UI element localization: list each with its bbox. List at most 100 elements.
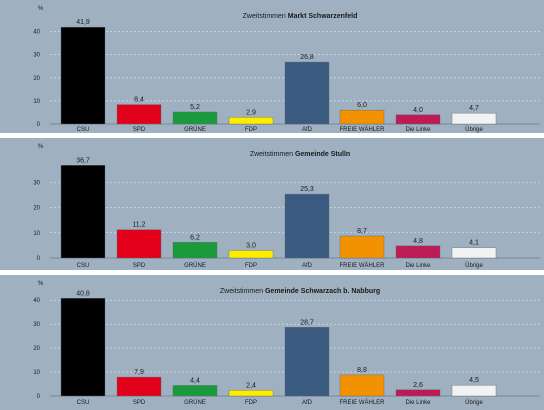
bar-afd (284, 327, 330, 397)
chart-title-prefix: Zweitstimmen (220, 288, 265, 295)
category-label: GRÜNE (184, 126, 206, 133)
bar-value-label: 6,2 (190, 234, 200, 241)
y-tick-label: 20 (33, 206, 40, 212)
category-label: SPD (133, 400, 146, 406)
category-label: CSU (77, 400, 90, 406)
chart-panel-stulln: % Zweitstimmen Gemeinde Stulln 0 10 20 30 36,7… (0, 138, 544, 270)
y-tick-label: 10 (33, 231, 40, 237)
chart-title-place: Markt Schwarzenfeld (288, 13, 358, 20)
bar-fdp (228, 117, 274, 125)
category-label: SPD (133, 127, 146, 133)
bar-afd (284, 193, 330, 259)
bar-übrige (451, 385, 497, 397)
bar-die-linke (395, 114, 441, 125)
bar-value-label: 41,9 (76, 19, 90, 26)
category-label: CSU (77, 263, 90, 269)
bar-spd (116, 376, 162, 397)
bar-value-label: 4,8 (413, 238, 423, 245)
y-tick-label: 30 (33, 180, 40, 186)
category-label: SPD (133, 263, 146, 269)
bar-value-label: 2,9 (246, 109, 256, 116)
bar-value-label: 8,8 (357, 367, 367, 374)
category-label: CSU (77, 127, 90, 133)
y-tick-label: 10 (33, 99, 40, 105)
category-label: FDP (245, 263, 257, 269)
bar-spd (116, 104, 162, 125)
category-label: Die Linke (405, 127, 431, 133)
bar-grüne (172, 242, 218, 259)
y-tick-label: 20 (33, 346, 40, 352)
bar-value-label: 6,0 (357, 102, 367, 109)
bar-value-label: 4,4 (190, 377, 200, 384)
category-label: FREIE WÄHLER (339, 126, 385, 133)
chart-title-place: Gemeinde Schwarzach b. Nabburg (265, 288, 380, 295)
bar-afd (284, 61, 330, 125)
chart-title-prefix: Zweitstimmen (250, 151, 295, 158)
bar-value-label: 28,7 (300, 319, 314, 326)
y-tick-label: 20 (33, 76, 40, 82)
bar-spd (116, 229, 162, 259)
category-label: GRÜNE (184, 399, 206, 406)
y-tick-label: 40 (33, 298, 40, 304)
bar-value-label: 40,8 (76, 290, 90, 297)
category-label: AfD (302, 400, 313, 406)
bar-value-label: 11,2 (132, 222, 145, 229)
bar-value-label: 3,0 (246, 242, 256, 249)
chart-panel-schwarzenfeld: % Zweitstimmen Markt Schwarzenfeld 0 10 20 30… (0, 0, 544, 133)
y-tick-label: 0 (37, 122, 41, 128)
y-tick-label: 30 (33, 53, 40, 59)
chart-title: Zweitstimmen Markt Schwarzenfeld (243, 13, 358, 20)
bar-csu (60, 26, 106, 125)
category-label: Übrige (465, 262, 483, 269)
bar-csu (60, 298, 106, 397)
bar-value-label: 36,7 (76, 157, 90, 164)
category-label: AfD (302, 127, 313, 133)
bar-grüne (172, 385, 218, 397)
chart-schwarzach: % Zweitstimmen Gemeinde Schwarzach b. Nab… (33, 281, 540, 406)
category-label: Die Linke (405, 400, 431, 406)
bar-value-label: 25,3 (300, 186, 314, 193)
chart-stulln: % Zweitstimmen Gemeinde Stulln 0 10 20 30 36,7… (33, 144, 540, 269)
bar-freie-wähler (339, 235, 385, 259)
bar-freie-wähler (339, 374, 385, 397)
bar-csu (60, 165, 106, 259)
bar-übrige (451, 112, 497, 125)
y-tick-label: 0 (37, 394, 41, 400)
y-axis-label: % (38, 144, 44, 150)
bar-value-label: 7,9 (134, 369, 144, 376)
bar-fdp (228, 390, 274, 397)
y-axis-label: % (38, 6, 44, 12)
bar-value-label: 5,2 (190, 104, 200, 111)
bar-die-linke (395, 245, 441, 259)
chart-title: Zweitstimmen Gemeinde Stulln (250, 151, 350, 158)
chart-title-prefix: Zweitstimmen (243, 13, 288, 20)
chart-panel-schwarzach: % Zweitstimmen Gemeinde Schwarzach b. Nab… (0, 275, 544, 410)
bar-value-label: 8,7 (357, 228, 367, 235)
category-label: GRÜNE (184, 262, 206, 269)
bar-fdp (228, 250, 274, 259)
bar-grüne (172, 111, 218, 125)
chart-title-place: Gemeinde Stulln (295, 151, 350, 158)
bar-value-label: 4,0 (413, 107, 423, 114)
category-label: FREIE WÄHLER (339, 399, 385, 406)
bar-value-label: 2,4 (246, 382, 256, 389)
category-label: Die Linke (405, 263, 431, 269)
category-label: FDP (245, 400, 257, 406)
category-label: FREIE WÄHLER (339, 262, 385, 269)
bar-value-label: 4,7 (469, 105, 479, 112)
chart-title: Zweitstimmen Gemeinde Schwarzach b. Nabb… (220, 288, 380, 295)
bar-value-label: 4,1 (469, 240, 479, 247)
category-label: Übrige (465, 399, 483, 406)
y-tick-label: 40 (33, 30, 40, 36)
bar-freie-wähler (339, 109, 385, 125)
bar-value-label: 26,8 (300, 54, 314, 61)
y-axis-label: % (38, 281, 44, 287)
chart-schwarzenfeld: % Zweitstimmen Markt Schwarzenfeld 0 10 20 30… (33, 6, 540, 133)
y-tick-label: 30 (33, 322, 40, 328)
y-tick-label: 0 (37, 256, 41, 262)
bar-die-linke (395, 389, 441, 397)
category-label: FDP (245, 127, 257, 133)
category-label: Übrige (465, 126, 483, 133)
bar-value-label: 2,6 (413, 382, 423, 389)
bar-value-label: 4,5 (469, 377, 479, 384)
